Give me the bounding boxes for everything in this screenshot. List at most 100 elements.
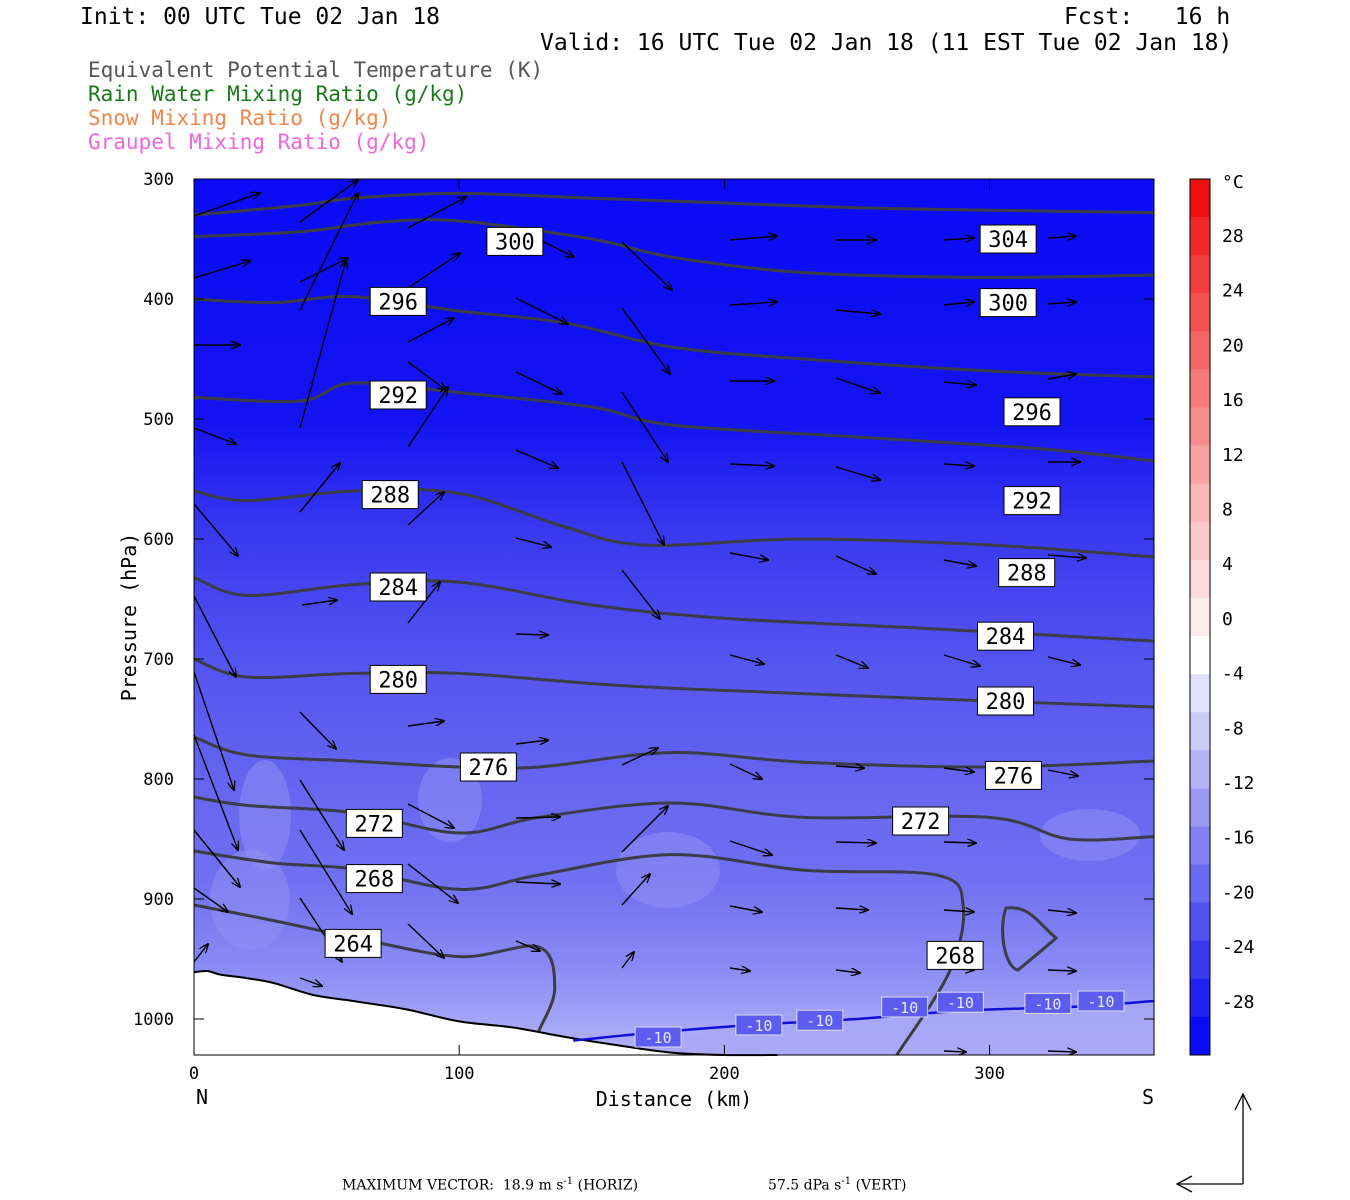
colorbar-label: 24 (1222, 281, 1244, 302)
theta-e-contour-300 (193, 218, 1155, 279)
contour-label: 292 (369, 380, 427, 410)
wind-vector (193, 887, 228, 912)
wind-vector (729, 302, 777, 305)
legend-graupel: Graupel Mixing Ratio (g/kg) (88, 130, 430, 154)
wind-vector (515, 817, 560, 818)
contour-label-text: -10 (1034, 995, 1061, 1013)
wind-vector (943, 654, 980, 666)
colorbar-segment (1190, 1016, 1210, 1056)
wind-vector (621, 391, 668, 462)
contour-label-text: 284 (378, 576, 418, 601)
contour-label: 300 (979, 288, 1037, 318)
contour-label: 276 (984, 760, 1042, 790)
shading-patch (570, 1000, 1154, 1055)
legend-theta-e: Equivalent Potential Temperature (K) (88, 58, 544, 82)
wind-vector (621, 748, 658, 766)
colorbar-label: -20 (1222, 882, 1255, 903)
contour-label-text: 296 (1012, 401, 1052, 426)
wind-vector (193, 595, 236, 677)
contour-label: 288 (998, 558, 1056, 588)
x-tick-label: 100 (444, 1064, 475, 1084)
wind-vector (407, 721, 444, 727)
contour-label-text: 300 (495, 230, 535, 255)
theta-e-contour-288 (193, 488, 1155, 559)
wind-vector (299, 711, 336, 749)
wind-vector (835, 970, 860, 973)
terrain-fill (194, 970, 778, 1056)
colorbar-segment (1190, 217, 1210, 256)
contour-labels: 300 304 296 300 292 296 288 292 284 288 284 280 280 2… (324, 224, 1125, 1048)
plot-frame (193, 178, 1155, 1056)
wind-vector (621, 806, 668, 853)
colorbar-segment (1190, 978, 1210, 1018)
contour-label: -10 (1024, 992, 1072, 1014)
wind-vector (407, 387, 448, 448)
theta-e-contour-closed (1001, 906, 1059, 972)
wind-vector (1047, 656, 1080, 665)
contour-label: -10 (936, 991, 984, 1013)
x-axis-right-end: S (1142, 1085, 1154, 1109)
y-tick-label: 300 (143, 170, 174, 190)
contour-label: 272 (345, 808, 403, 838)
shading-patch (616, 832, 720, 908)
wind-vector (621, 307, 670, 374)
contour-label-text: -10 (891, 999, 918, 1017)
wind-vector (835, 908, 868, 910)
wind-vector (943, 768, 974, 772)
wind-vector (515, 537, 551, 547)
colorbar-segment (1190, 331, 1210, 370)
wind-vector (299, 829, 352, 914)
wind-vector (299, 463, 340, 513)
wind-vector (835, 842, 876, 843)
terrain (193, 969, 778, 1057)
contour-label: 284 (369, 572, 427, 602)
colorbar-segment (1190, 864, 1210, 904)
wind-vector (943, 842, 976, 843)
wind-vector (729, 552, 768, 560)
contour-label: 280 (976, 686, 1034, 716)
wind-vector (729, 968, 750, 971)
colorbar-segment (1190, 712, 1210, 751)
contour-label: -10 (881, 996, 929, 1018)
x-tick-label: 200 (709, 1064, 740, 1084)
contour-label-text: -10 (806, 1012, 833, 1030)
wind-vector (515, 297, 568, 324)
wind-vector (299, 193, 358, 311)
theta-e-contour-292 (193, 381, 1155, 463)
contour-label-text: 272 (354, 812, 394, 837)
contour-label: 272 (892, 806, 950, 836)
wind-vector (407, 803, 454, 828)
contour-label-text: 292 (378, 384, 418, 409)
y-tick-label: 800 (143, 770, 174, 790)
colorbar-segment (1190, 674, 1210, 713)
y-tick-label: 700 (143, 650, 174, 670)
colorbar-label: 12 (1222, 445, 1244, 466)
contour-label-text: 280 (986, 690, 1026, 715)
x-axis-left-end: N (196, 1085, 208, 1109)
wind-vector (299, 260, 346, 429)
colorbar-segment (1190, 597, 1210, 637)
colorbar-segment (1190, 293, 1210, 332)
legend-rain-water: Rain Water Mixing Ratio (g/kg) (88, 82, 468, 106)
wind-vector (729, 236, 777, 240)
contour-label: 264 (324, 928, 382, 958)
contour-label-text: 272 (901, 810, 941, 835)
wind-vector (729, 840, 772, 855)
wind-vector (515, 449, 558, 468)
wind-vectors (193, 180, 1086, 1052)
wind-vector (835, 766, 864, 768)
init-time: Init: 00 UTC Tue 02 Jan 18 (80, 4, 441, 30)
wind-vector (193, 261, 250, 279)
wind-vector (835, 466, 880, 480)
wind-vector (515, 940, 540, 951)
wind-vector (835, 310, 880, 314)
wind-vector (193, 734, 238, 850)
contour-label-text: 264 (333, 932, 373, 957)
wind-vector (1047, 302, 1076, 304)
contour-label-text: -10 (1087, 993, 1114, 1011)
contour-label-text: 304 (988, 228, 1028, 253)
colorbar-segment (1190, 179, 1210, 218)
colorbar-segment (1190, 750, 1210, 789)
shading-patch (239, 760, 291, 870)
wind-vector (193, 944, 208, 963)
